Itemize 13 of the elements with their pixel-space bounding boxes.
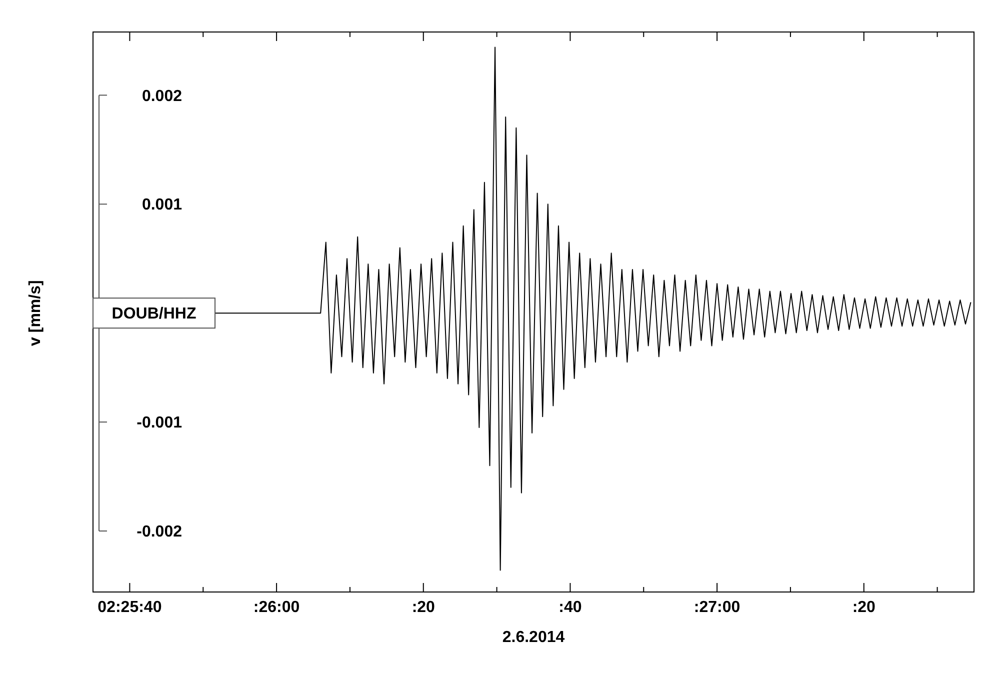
x-tick-label: :26:00: [253, 599, 300, 616]
y-tick-label: -0.002: [136, 524, 182, 541]
x-tick-label: 02:25:40: [98, 599, 162, 616]
x-tick-label: :27:00: [694, 599, 740, 616]
y-axis-title: v [mm/s]: [27, 280, 44, 346]
y-tick-label: 0.001: [142, 196, 182, 214]
x-tick-label: :20: [412, 599, 436, 616]
annotation: DOUB/HHZ: [112, 306, 196, 323]
x-tick-label: :40: [558, 599, 582, 616]
x-tick-label: :20: [852, 599, 876, 616]
y-tick-label: -0.001: [136, 414, 182, 432]
x-axis-title: 2.6.2014: [502, 629, 565, 646]
y-tick-label: 0.002: [142, 88, 182, 105]
